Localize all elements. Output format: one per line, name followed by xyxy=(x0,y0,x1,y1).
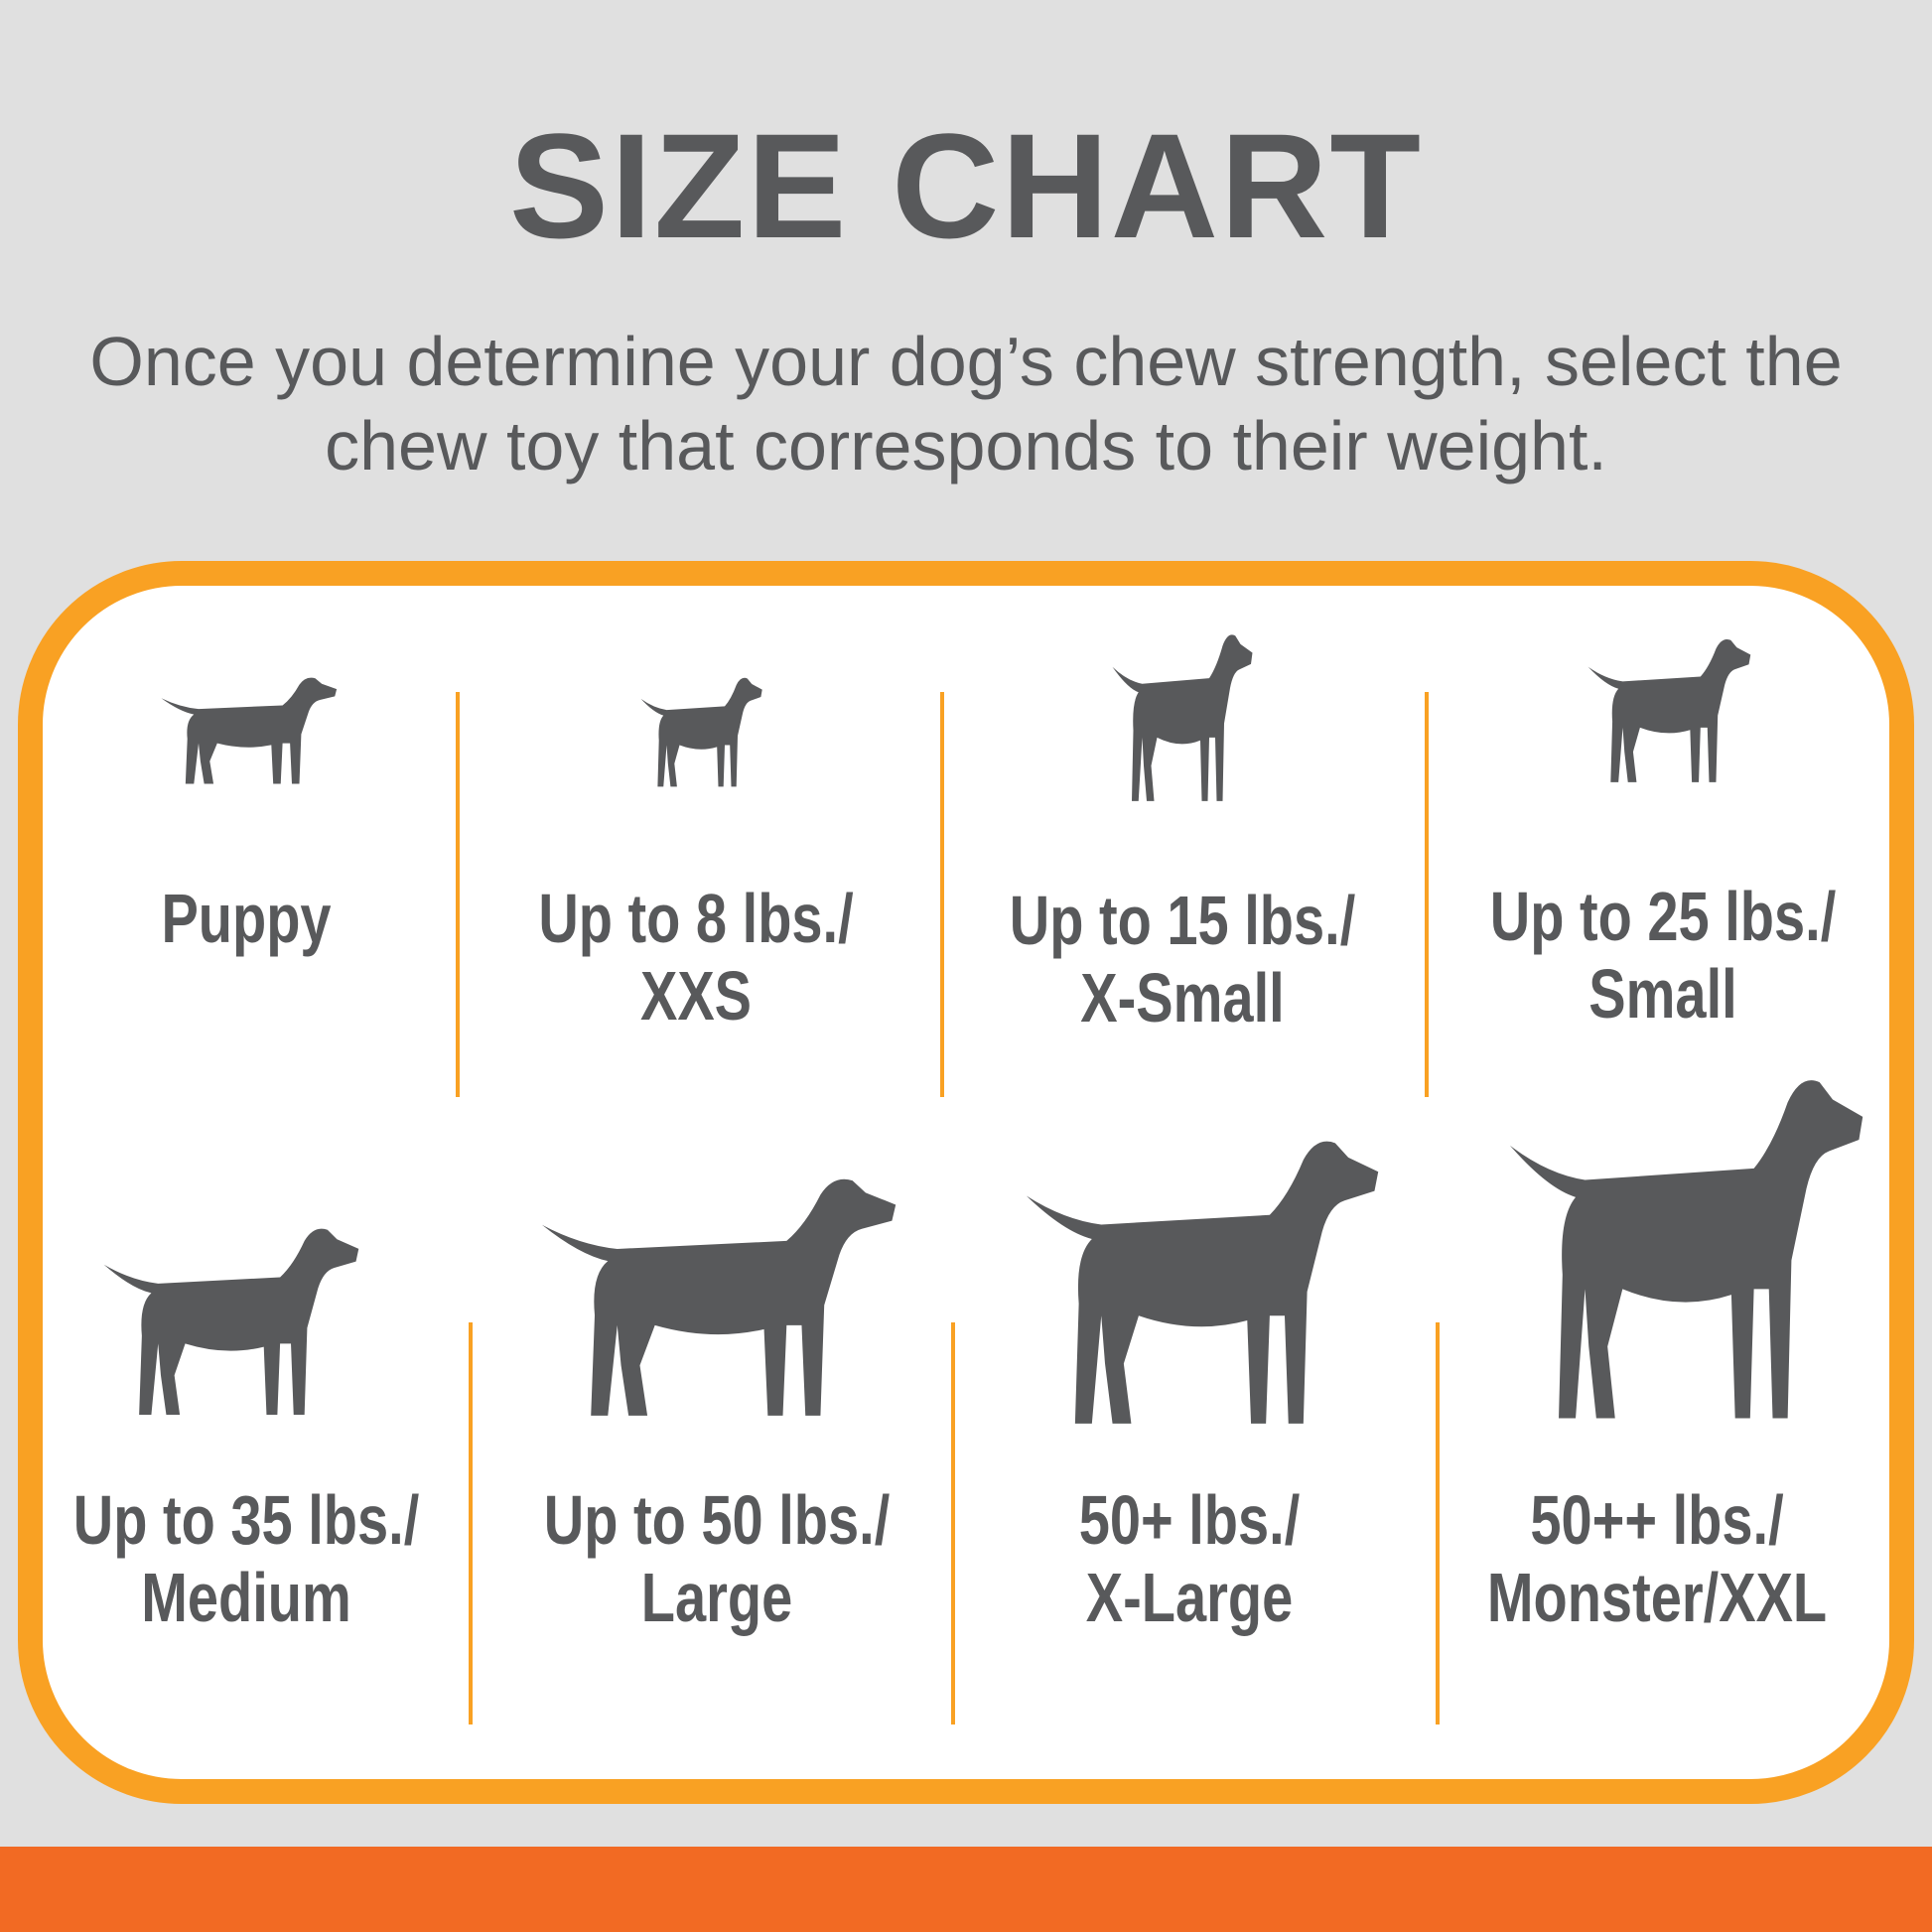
size-label-small: Up to 25 lbs./Small xyxy=(1489,878,1837,1033)
divider xyxy=(456,692,460,1097)
size-label-medium: Up to 35 lbs./Medium xyxy=(72,1481,420,1636)
size-label-xxs: Up to 8 lbs./XXS xyxy=(538,880,854,1035)
divider xyxy=(1425,692,1429,1097)
size-label-large: Up to 50 lbs./Large xyxy=(543,1481,891,1636)
size-label-x-large: 50+ lbs./X-Large xyxy=(1078,1481,1301,1636)
size-label-puppy: Puppy xyxy=(161,880,332,957)
bottom-bar xyxy=(0,1847,1932,1932)
divider xyxy=(951,1322,955,1725)
labrador-icon xyxy=(541,1178,897,1416)
great-dane-icon xyxy=(1509,1080,1863,1419)
terrier-icon xyxy=(1112,634,1253,801)
chihuahua-icon xyxy=(640,677,762,787)
divider xyxy=(1436,1322,1440,1725)
subtitle: Once you determine your dog’s chew stren… xyxy=(89,323,1843,484)
scottie-icon xyxy=(1587,638,1751,782)
puppy-icon xyxy=(161,677,338,784)
size-label-x-small: Up to 15 lbs./X-Small xyxy=(1009,882,1356,1036)
shepherd-icon xyxy=(1026,1141,1379,1424)
size-label-xxl: 50++ lbs./Monster/XXL xyxy=(1486,1481,1828,1636)
page-title: SIZE CHART xyxy=(509,102,1423,269)
beagle-icon xyxy=(103,1228,359,1416)
divider xyxy=(469,1322,473,1725)
divider xyxy=(940,692,944,1097)
